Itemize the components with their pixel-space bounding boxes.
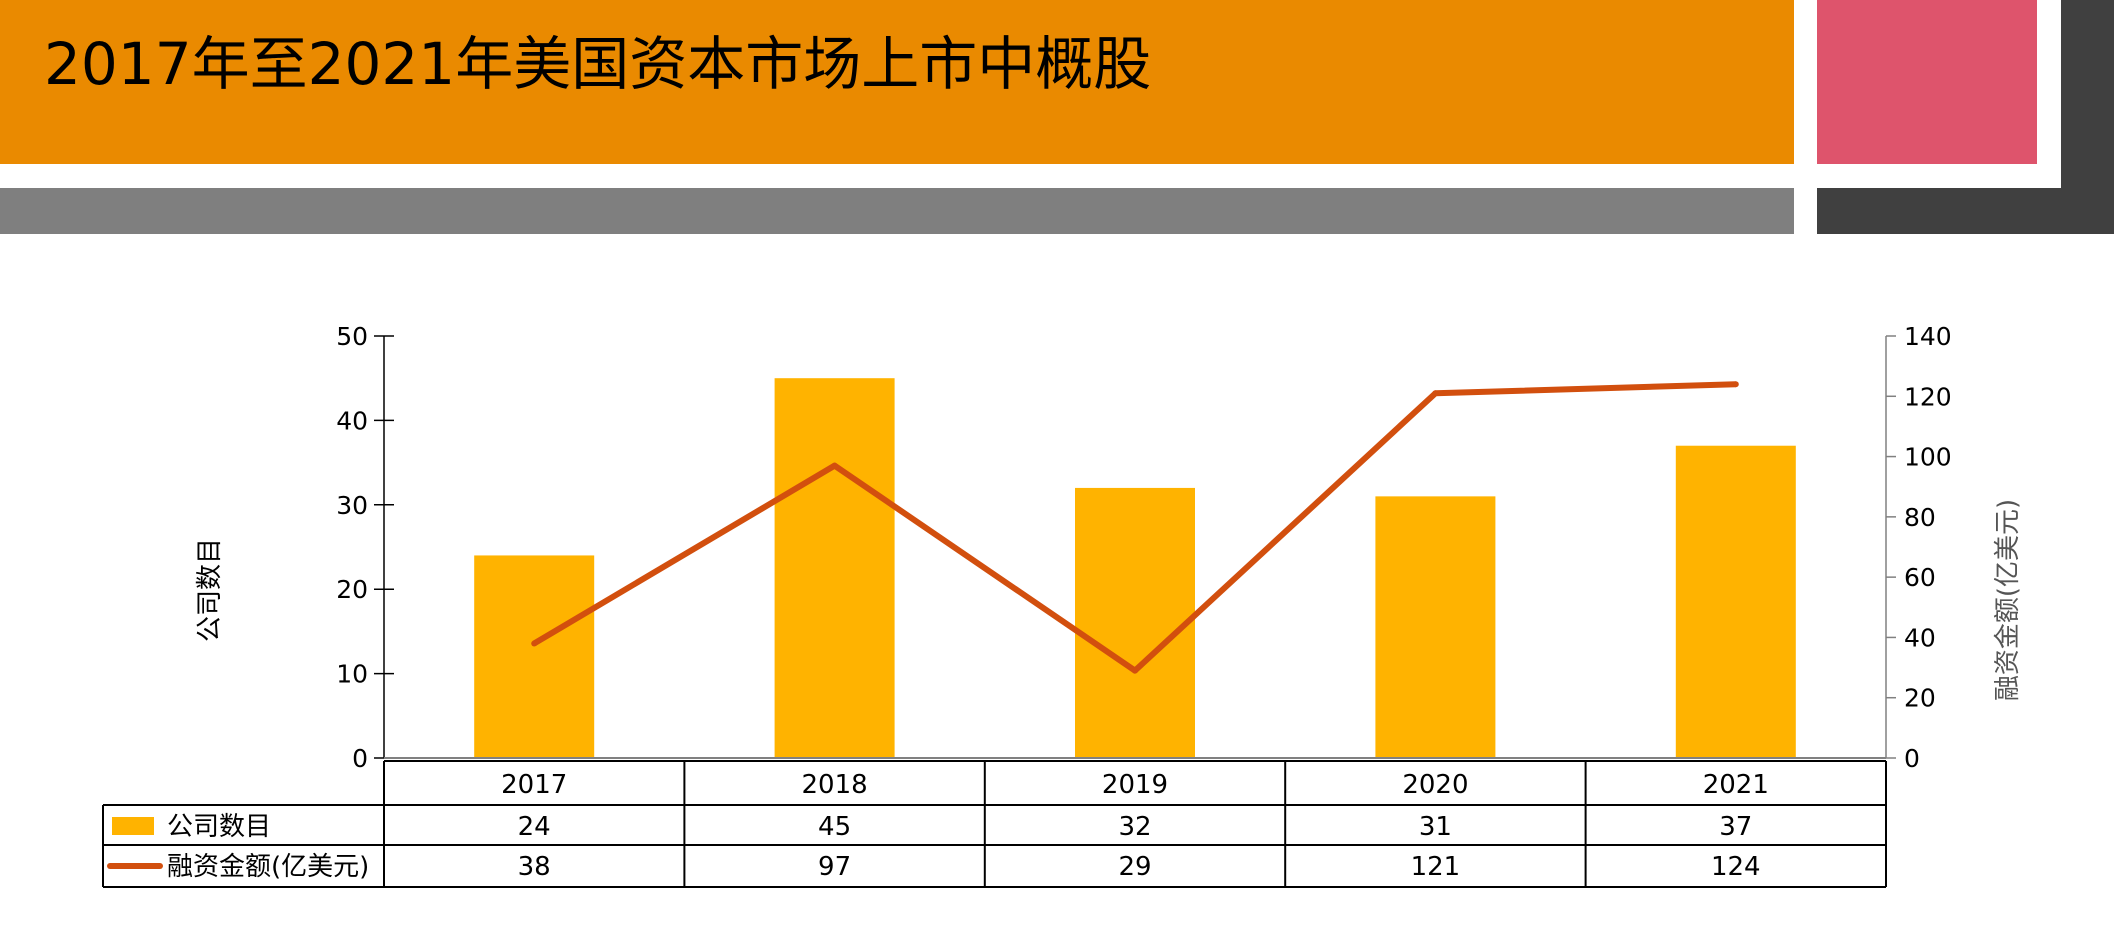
accent-pink-block	[1817, 0, 2037, 164]
y-axis-title: 公司数目	[195, 538, 225, 642]
x-tick-label: 2019	[1102, 770, 1168, 800]
data-label: 121	[1411, 852, 1461, 882]
y-tick-label: 30	[336, 491, 368, 520]
x-tick-label: 2020	[1402, 770, 1468, 800]
x-tick-label: 2017	[501, 770, 567, 800]
x-tick-label: 2021	[1703, 770, 1769, 800]
y2-tick-label: 140	[1904, 322, 1952, 351]
legend-swatch-bar	[112, 817, 154, 835]
data-label: 97	[818, 852, 851, 882]
dark-accent-strip	[2061, 0, 2114, 188]
bar-2017	[474, 555, 595, 758]
data-label: 38	[518, 852, 551, 882]
data-label: 32	[1118, 812, 1151, 842]
data-label: 24	[518, 812, 551, 842]
data-label: 37	[1719, 812, 1752, 842]
y2-axis-title: 融资金额(亿美元)	[1993, 499, 2023, 701]
line-point-2021	[1732, 381, 1739, 388]
y-tick-label: 10	[336, 660, 368, 689]
legend-label-bar: 公司数目	[167, 812, 271, 842]
bar-2018	[774, 378, 895, 758]
bar-2020	[1375, 496, 1496, 758]
data-label: 124	[1711, 852, 1761, 882]
legend-label-line: 融资金额(亿美元)	[167, 852, 369, 882]
title-band	[0, 0, 1794, 164]
line-point-2020	[1432, 390, 1439, 397]
line-point-2019	[1132, 667, 1138, 674]
line-point-2017	[531, 640, 538, 647]
y-tick-label: 20	[336, 575, 368, 604]
data-label: 45	[818, 812, 851, 842]
bar-2019	[1075, 487, 1195, 758]
y2-tick-label: 0	[1904, 744, 1920, 773]
data-label: 31	[1419, 812, 1452, 842]
y-tick-label: 40	[336, 406, 368, 435]
y2-tick-label: 60	[1904, 563, 1936, 592]
white-separator	[2037, 0, 2061, 186]
gray-divider-bar	[0, 188, 1794, 234]
y-tick-label: 50	[336, 322, 368, 351]
line-point-2018	[831, 462, 838, 469]
y-tick-label: 0	[352, 744, 368, 773]
data-label: 29	[1118, 852, 1151, 882]
y2-tick-label: 100	[1904, 443, 1952, 472]
y2-tick-label: 40	[1904, 623, 1936, 652]
y2-tick-label: 80	[1904, 503, 1936, 532]
y2-tick-label: 20	[1904, 684, 1936, 713]
slide-title: 2017年至2021年美国资本市场上市中概股	[44, 30, 1152, 98]
x-tick-label: 2018	[802, 770, 868, 800]
bar-2021	[1675, 445, 1796, 758]
dark-accent-block	[1817, 188, 2114, 234]
y2-tick-label: 120	[1904, 382, 1952, 411]
